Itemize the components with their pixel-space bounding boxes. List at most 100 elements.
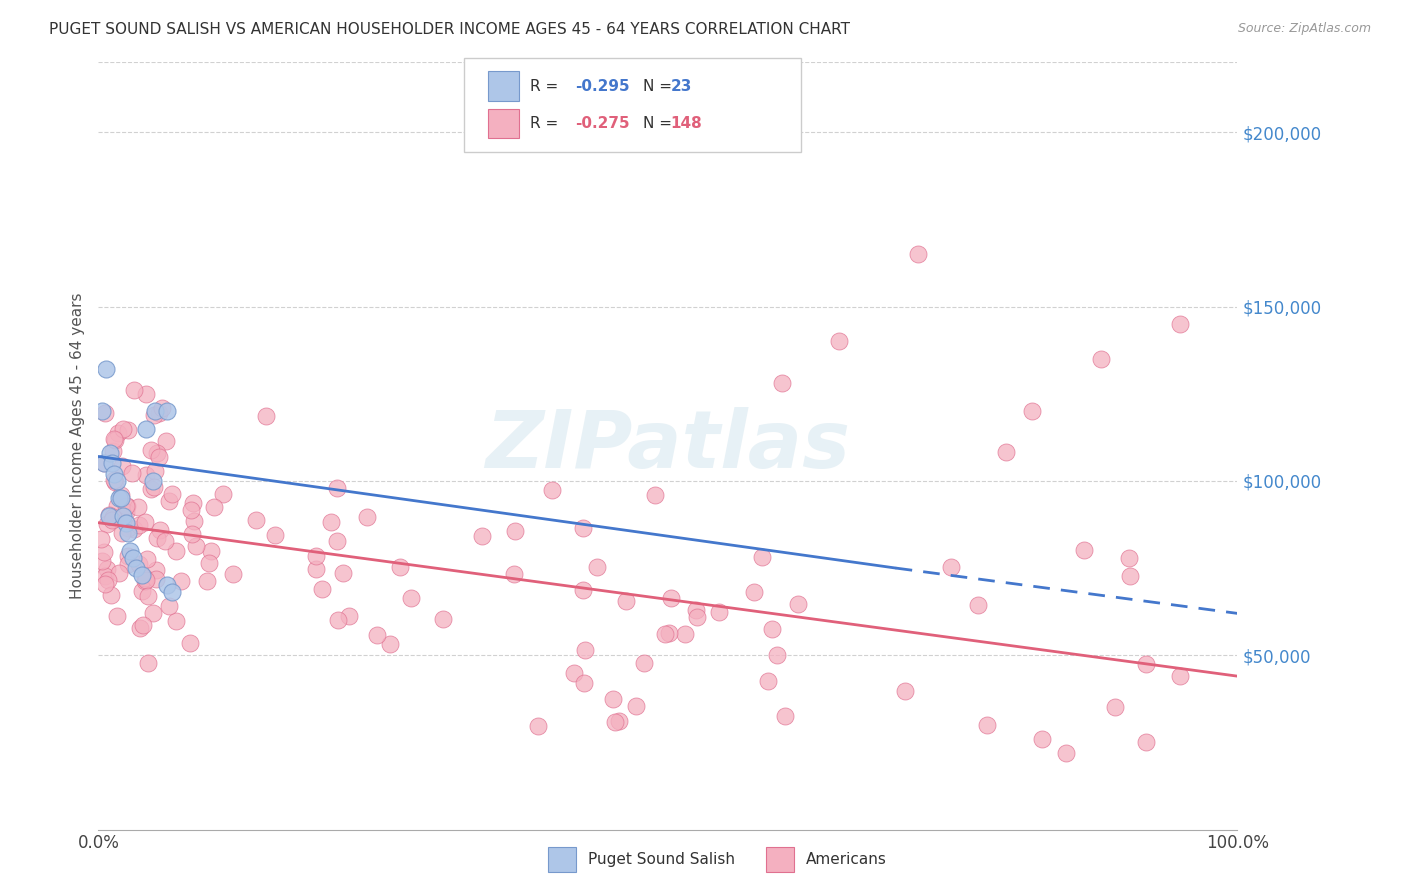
Point [1168, 669, 1191, 683]
Point [586, 560, 609, 574]
Point [1054, 746, 1078, 760]
Point [179, 635, 201, 649]
Point [107, 425, 129, 440]
Point [263, 528, 285, 542]
Point [571, 582, 593, 597]
Point [756, 673, 779, 688]
Point [143, 464, 166, 478]
Point [658, 626, 681, 640]
Point [136, 656, 159, 670]
Point [115, 500, 138, 514]
Point [685, 603, 707, 617]
Point [1021, 404, 1043, 418]
Point [132, 618, 155, 632]
Point [976, 718, 998, 732]
Point [211, 487, 233, 501]
Point [787, 597, 810, 611]
Point [98, 508, 121, 522]
Point [127, 500, 149, 514]
Point [1118, 551, 1140, 566]
Point [105, 609, 128, 624]
Point [388, 560, 411, 574]
Point [103, 510, 125, 524]
Text: N =: N = [643, 116, 676, 131]
Point [103, 512, 125, 526]
Point [120, 543, 142, 558]
Point [326, 482, 349, 496]
Point [93, 406, 115, 420]
Point [143, 480, 166, 494]
Point [1119, 569, 1142, 583]
Point [995, 444, 1018, 458]
Point [115, 499, 138, 513]
Text: 23: 23 [671, 78, 692, 94]
Point [1135, 735, 1157, 749]
Point [93, 457, 115, 471]
Point [96, 562, 118, 576]
Point [614, 593, 637, 607]
Point [128, 558, 150, 572]
Point [101, 443, 124, 458]
Point [131, 568, 153, 582]
Point [659, 591, 682, 605]
Text: PUGET SOUND SALISH VS AMERICAN HOUSEHOLDER INCOME AGES 45 - 64 YEARS CORRELATION: PUGET SOUND SALISH VS AMERICAN HOUSEHOLD… [49, 22, 851, 37]
Text: R =: R = [530, 78, 564, 94]
Point [142, 474, 165, 488]
Point [135, 387, 157, 401]
Point [181, 526, 204, 541]
Point [149, 523, 172, 537]
Point [305, 549, 328, 563]
Point [1170, 317, 1192, 331]
Point [156, 404, 179, 418]
Point [101, 513, 124, 527]
Point [399, 591, 422, 605]
Point [103, 473, 125, 487]
Point [221, 566, 243, 581]
Point [105, 499, 128, 513]
Point [121, 550, 143, 565]
Point [751, 549, 773, 564]
Point [562, 666, 585, 681]
Point [603, 714, 626, 729]
Point [145, 563, 167, 577]
Point [114, 516, 136, 530]
Point [183, 496, 205, 510]
Point [626, 698, 648, 713]
Point [121, 466, 143, 480]
Point [1031, 732, 1053, 747]
Point [122, 522, 145, 536]
Point [96, 362, 118, 376]
Point [156, 578, 179, 592]
Point [122, 383, 145, 397]
Point [100, 588, 122, 602]
Point [828, 334, 851, 349]
Point [142, 606, 165, 620]
Text: N =: N = [643, 78, 676, 94]
Point [101, 457, 124, 471]
Point [145, 404, 167, 418]
Point [90, 532, 112, 546]
Point [773, 709, 796, 723]
Point [129, 622, 152, 636]
Point [104, 433, 127, 447]
Point [685, 610, 707, 624]
Point [183, 514, 205, 528]
Point [157, 494, 180, 508]
Text: 148: 148 [671, 116, 703, 131]
Point [93, 569, 115, 583]
Point [245, 513, 267, 527]
Point [633, 656, 655, 670]
Point [339, 608, 361, 623]
Point [136, 590, 159, 604]
Point [326, 613, 349, 627]
Point [111, 525, 134, 540]
Point [1090, 351, 1112, 366]
Point [105, 474, 128, 488]
Point [198, 556, 221, 570]
Point [742, 584, 765, 599]
Point [305, 562, 328, 576]
Point [380, 637, 402, 651]
Point [117, 424, 139, 438]
Point [907, 247, 929, 261]
Point [332, 566, 354, 580]
